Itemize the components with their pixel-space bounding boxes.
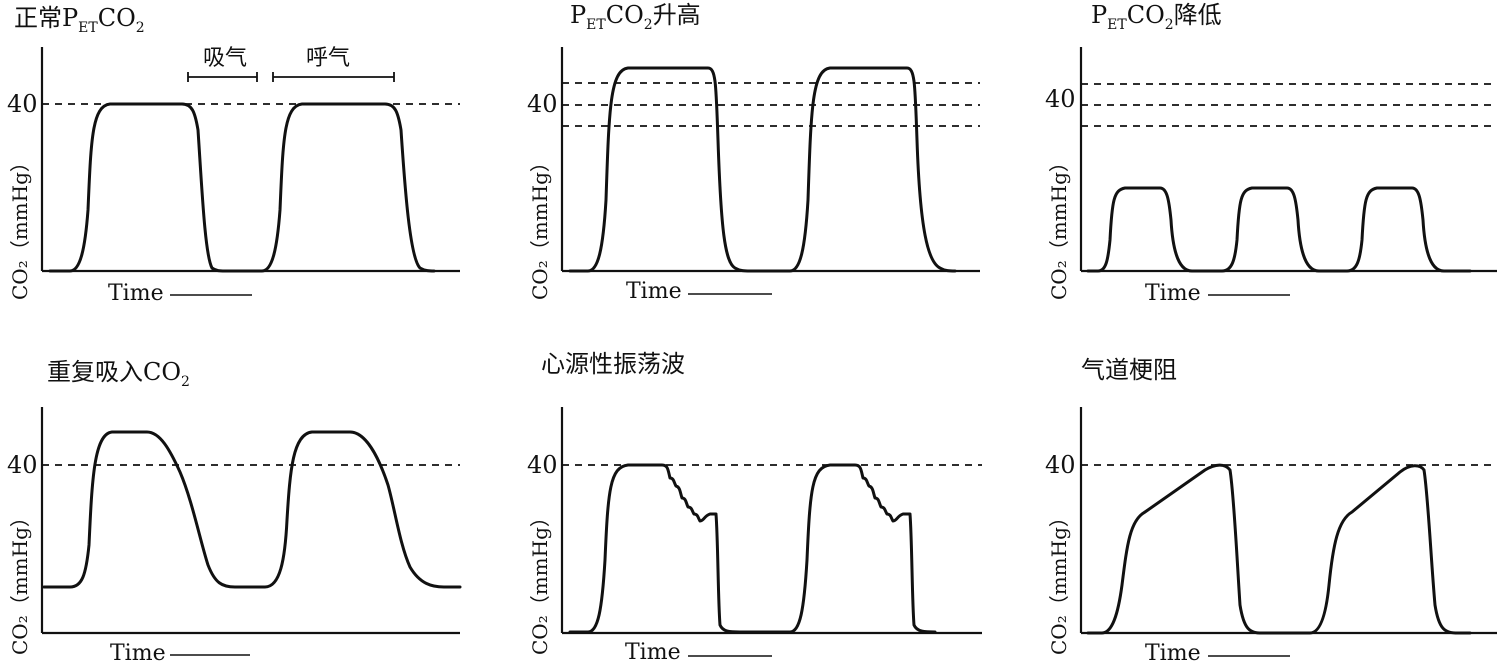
x-axis-label: Time xyxy=(108,281,164,306)
co2-waveform xyxy=(568,463,937,634)
y-tick-40: 40 xyxy=(1045,85,1076,113)
y-tick-40: 40 xyxy=(1045,451,1076,479)
x-axis-label: Time xyxy=(626,279,682,304)
panel-airway-obstruction: 气道梗阻 40 CO₂（mmHg） Time xyxy=(1045,356,1497,661)
expiration-label: 呼气 xyxy=(306,46,350,71)
expiration-bracket xyxy=(272,72,395,82)
y-tick-40: 40 xyxy=(7,451,38,479)
inspiration-bracket xyxy=(187,72,258,82)
x-axis-label: Time xyxy=(110,641,166,661)
co2-waveform xyxy=(1086,463,1472,635)
co2-waveform xyxy=(42,430,462,589)
co2-waveform xyxy=(1086,186,1472,273)
co2-waveform xyxy=(568,66,957,273)
co2-waveform xyxy=(48,102,436,273)
panel-title: 正常PETCO2 xyxy=(14,4,145,36)
y-tick-40: 40 xyxy=(527,451,558,479)
panel-rebreathing: 重复吸入CO2 40 CO₂（mmHg） Time xyxy=(7,358,462,661)
panel-elevated: PETCO2升高 40 CO₂（mmHg） Time xyxy=(527,1,980,304)
panel-title: 心源性振荡波 xyxy=(541,350,685,378)
panel-title: PETCO2降低 xyxy=(1091,1,1222,33)
y-tick-40: 40 xyxy=(7,90,38,118)
panel-title: PETCO2升高 xyxy=(570,1,701,33)
panel-cardiac-oscillation: 心源性振荡波 40 CO₂（mmHg） Time xyxy=(527,350,982,661)
panel-title: 重复吸入CO2 xyxy=(47,358,190,390)
x-axis-label: Time xyxy=(1145,641,1201,661)
y-axis-label: CO₂（mmHg） xyxy=(1047,152,1071,300)
y-axis-label: CO₂（mmHg） xyxy=(8,507,32,655)
y-axis-label: CO₂（mmHg） xyxy=(1047,507,1071,655)
panel-normal: 正常PETCO2 40 CO₂（mmHg） Time 吸气 呼气 xyxy=(7,4,460,306)
y-axis-label: CO₂（mmHg） xyxy=(8,152,32,300)
y-axis-label: CO₂（mmHg） xyxy=(528,152,552,300)
x-axis-label: Time xyxy=(625,640,681,661)
x-axis-label: Time xyxy=(1145,281,1201,306)
panel-title: 气道梗阻 xyxy=(1081,356,1177,384)
panel-decreased: PETCO2降低 40 CO₂（mmHg） Time xyxy=(1045,1,1497,306)
y-axis-label: CO₂（mmHg） xyxy=(528,507,552,655)
y-tick-40: 40 xyxy=(527,90,558,118)
inspiration-label: 吸气 xyxy=(203,46,247,71)
